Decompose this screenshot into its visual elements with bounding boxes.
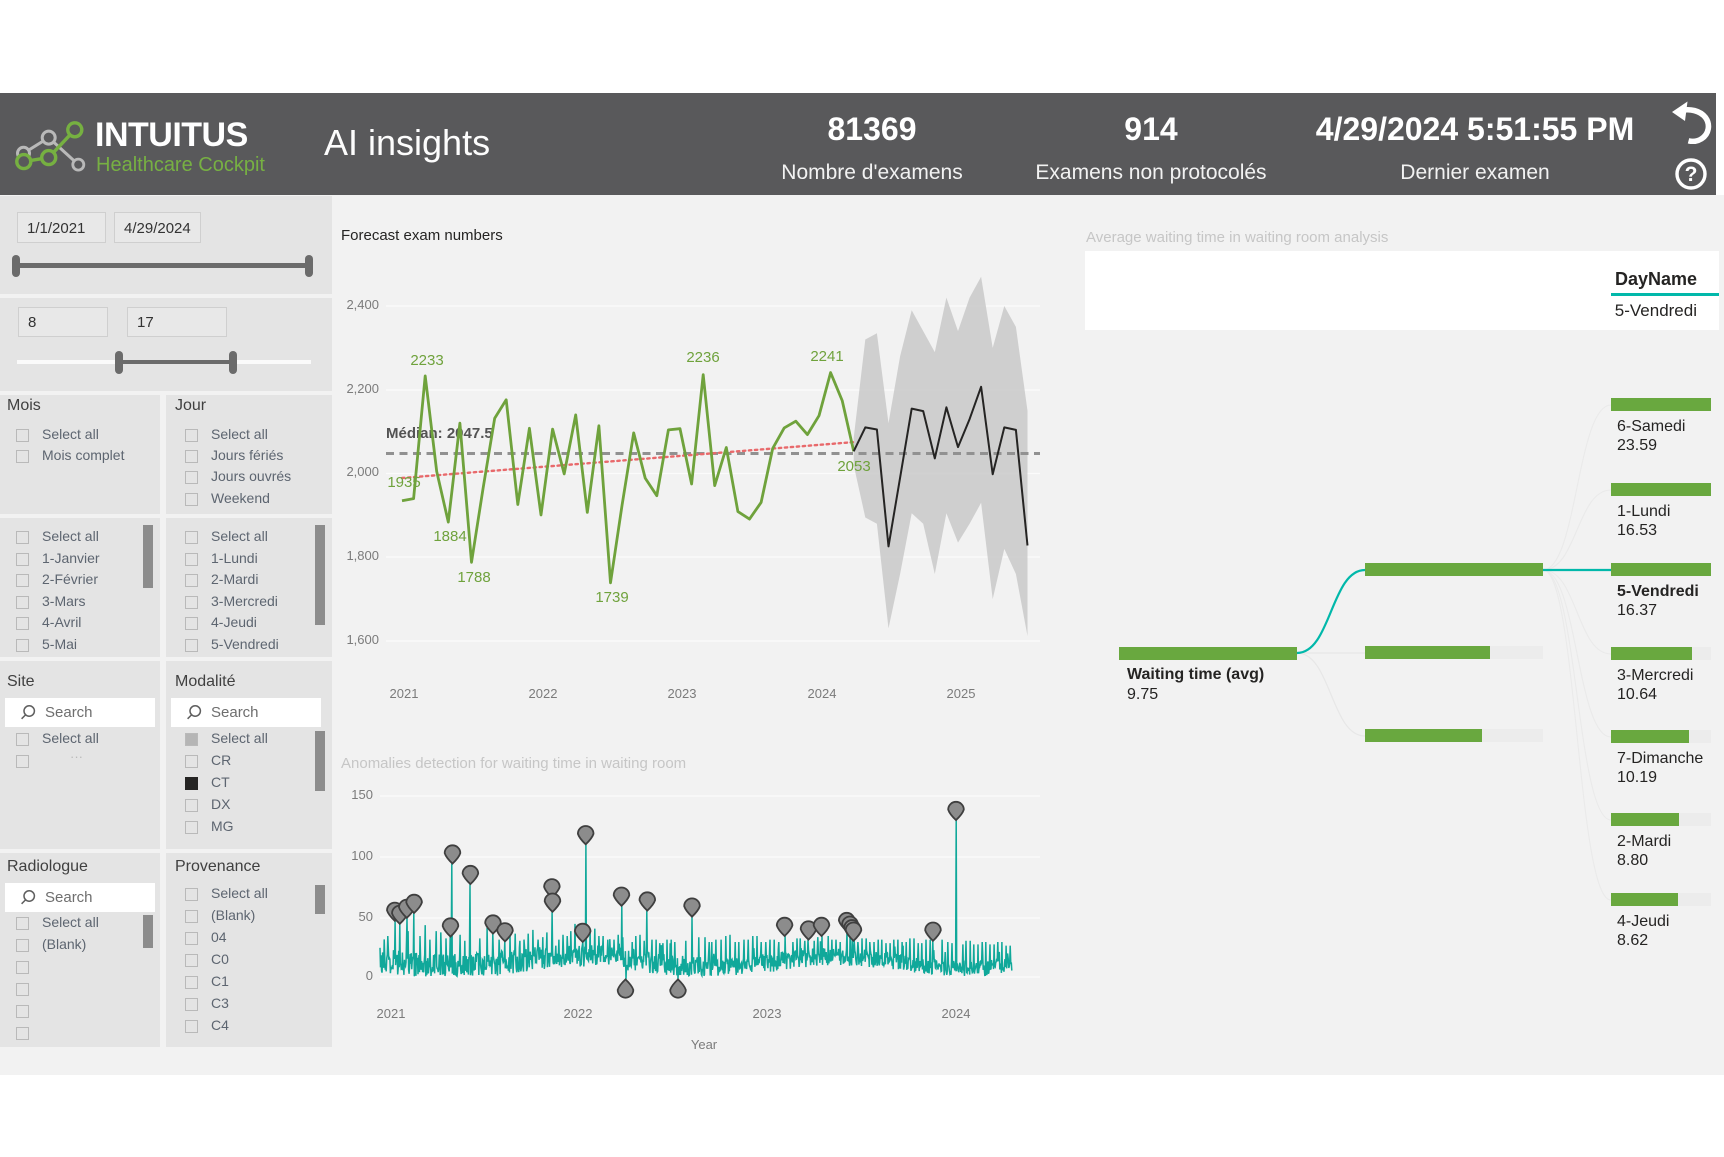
svg-text:?: ? — [1685, 163, 1698, 186]
